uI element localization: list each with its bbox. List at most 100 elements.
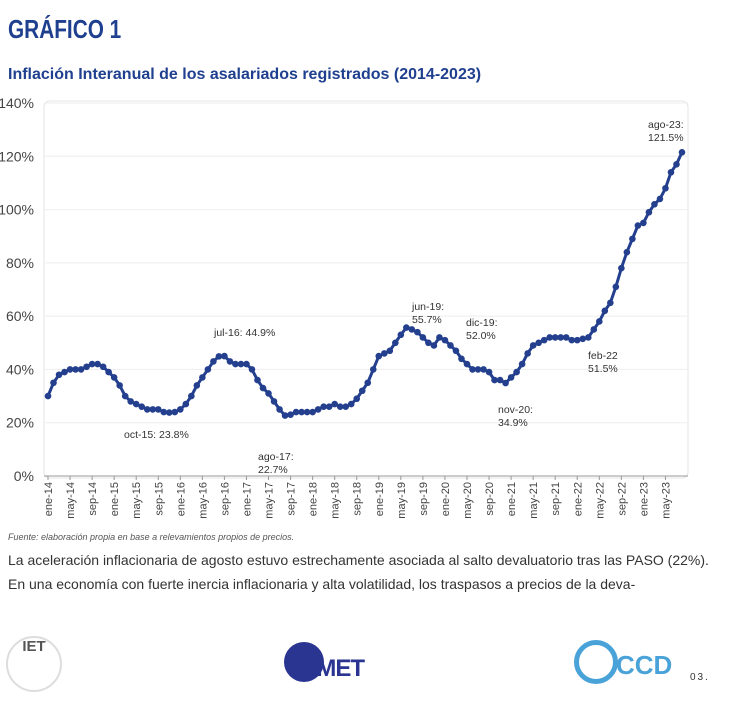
annotation: 55.7% (412, 314, 442, 326)
marker (557, 334, 565, 341)
marker (535, 339, 542, 347)
y-tick-label: 40% (6, 361, 34, 377)
marker (629, 235, 636, 243)
marker (546, 334, 553, 341)
marker (579, 335, 587, 343)
x-tick-label: may-23 (660, 482, 672, 519)
x-tick-label: may-19 (396, 482, 408, 519)
marker (408, 326, 416, 333)
marker (110, 374, 118, 381)
annotation: jul-16: 44.9% (213, 327, 275, 339)
marker (458, 355, 465, 363)
marker (281, 412, 289, 419)
marker (314, 406, 322, 413)
marker (678, 148, 686, 156)
marker (447, 342, 454, 349)
marker (651, 200, 658, 208)
marker (243, 360, 250, 368)
annotation: ago-17: (258, 451, 294, 463)
marker (474, 366, 482, 373)
subtitle: Inflación Interanual de los asalariados … (8, 66, 482, 83)
marker (353, 395, 361, 403)
marker (612, 283, 620, 291)
x-tick-label: ene-18 (308, 482, 320, 516)
annotation: 52.0% (466, 330, 496, 342)
marker (121, 392, 129, 400)
plot-frame (43, 100, 689, 479)
marker (425, 339, 432, 347)
marker (325, 403, 333, 411)
marker (573, 336, 581, 344)
x-tick-label: may-20 (462, 482, 474, 519)
body-text: La aceleración inflacionaria de agosto e… (8, 552, 709, 592)
marker (320, 403, 327, 411)
y-tick-label: 100% (0, 202, 34, 218)
marker (640, 219, 647, 227)
marker (116, 382, 123, 389)
marker (44, 392, 52, 400)
x-tick-label: sep-22 (616, 482, 628, 516)
marker (292, 408, 300, 416)
annotation: nov-20: (498, 404, 533, 416)
annotation: dic-19: (466, 317, 498, 329)
marker (397, 331, 405, 339)
x-tick-label: may-14 (65, 482, 77, 519)
y-tick-label: 120% (0, 148, 34, 164)
marker (138, 403, 146, 411)
marker (72, 366, 79, 373)
marker (165, 409, 173, 416)
marker (375, 352, 383, 360)
marker (61, 368, 68, 376)
marker (182, 400, 190, 408)
x-tick-label: ene-15 (109, 482, 121, 516)
marker (618, 264, 625, 272)
marker (303, 408, 311, 416)
x-tick-label: sep-20 (484, 482, 496, 516)
logo-right: CCD (616, 650, 673, 680)
marker (513, 368, 520, 376)
marker (99, 363, 107, 371)
marker (336, 403, 344, 411)
marker (452, 347, 460, 355)
x-tick-label: ene-19 (374, 482, 386, 516)
marker (177, 406, 184, 413)
marker (590, 326, 598, 333)
x-tick-label: ene-22 (572, 482, 584, 516)
marker (568, 336, 576, 344)
marker (66, 366, 74, 373)
marker (436, 334, 443, 341)
marker (50, 379, 57, 387)
x-tick-label: ene-20 (440, 482, 452, 516)
annotation: jun-19: (411, 301, 444, 313)
x-tick-label: sep-16 (219, 482, 231, 516)
marker (540, 336, 548, 344)
x-tick-label: may-15 (131, 482, 143, 519)
marker (88, 360, 96, 368)
x-tick-label: sep-17 (286, 482, 298, 516)
logo-circle (284, 642, 324, 682)
annotation: 51.5% (588, 363, 618, 375)
marker (204, 366, 212, 373)
marker (210, 358, 217, 365)
marker (127, 398, 134, 405)
marker (270, 398, 278, 405)
marker (551, 334, 559, 341)
marker (132, 400, 140, 408)
marker (623, 248, 631, 256)
logo-center: UMET (300, 655, 365, 682)
marker (392, 339, 399, 347)
marker (254, 376, 261, 384)
x-tick-label: sep-18 (352, 482, 364, 516)
marker (347, 400, 355, 408)
annotation: oct-15: 23.8% (124, 429, 189, 441)
x-tick-label: ene-16 (175, 482, 187, 516)
marker (380, 350, 388, 357)
marker (369, 366, 377, 373)
marker (480, 366, 487, 373)
marker (645, 208, 653, 216)
marker (342, 403, 350, 411)
marker (662, 184, 669, 192)
marker (226, 358, 234, 365)
x-tick-label: may-22 (594, 482, 606, 519)
marker (584, 334, 592, 341)
